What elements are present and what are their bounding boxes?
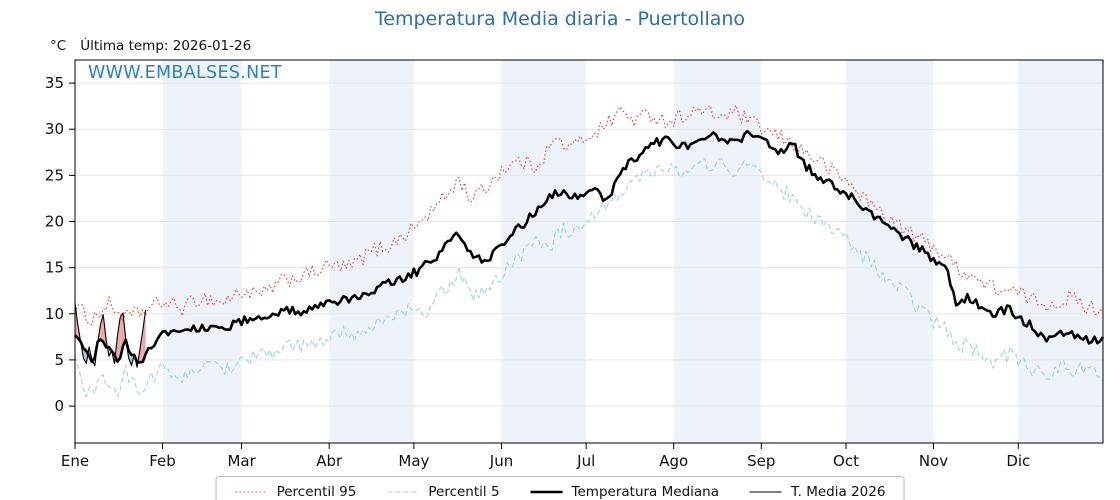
series-t-media-2026 (74, 302, 147, 368)
x-tick-label: Sep (747, 452, 775, 470)
watermark: WWW.EMBALSES.NET (88, 63, 282, 83)
legend-label: Percentil 5 (428, 484, 500, 500)
mediana-line-sample (530, 486, 564, 498)
t-media-2026-line-sample (749, 486, 783, 498)
y-unit-label: °C (50, 38, 67, 54)
x-tick-label: Ene (61, 452, 89, 470)
x-tick-label: Jul (576, 452, 595, 470)
legend-item-percentil-5: Percentil 5 (386, 484, 500, 500)
chart-title: Temperatura Media diaria - Puertollano (374, 8, 746, 30)
legend-item-mediana: Temperatura Mediana (530, 484, 719, 500)
y-tick-label: 25 (45, 166, 64, 184)
legend-label: Percentil 95 (276, 484, 357, 500)
x-tick-label: Nov (919, 452, 948, 470)
legend-label: Temperatura Mediana (571, 484, 719, 500)
series-temperatura-mediana (74, 129, 1105, 364)
y-tick-label: 5 (54, 351, 64, 369)
legend: Percentil 95 Percentil 5 Temperatura Med… (215, 476, 905, 500)
axis-unit-and-last-temp: °C Última temp: 2026-01-26 (50, 38, 251, 54)
anomaly-fill-above (100, 314, 104, 342)
anomaly-fill-above (142, 310, 146, 362)
y-tick-label: 10 (45, 305, 64, 323)
x-tick-label: Oct (833, 452, 859, 470)
last-temp-label: Última temp: 2026-01-26 (80, 38, 252, 54)
x-tick-label: Mar (227, 452, 256, 470)
y-tick-label: 15 (45, 259, 64, 277)
plot-border (74, 59, 1104, 444)
percentil-5-line-sample (386, 486, 420, 498)
legend-item-t-media-2026: T. Media 2026 (749, 484, 885, 500)
x-tick-label: Ago (659, 452, 688, 470)
x-tick-label: Jun (489, 452, 513, 470)
month-band (501, 60, 587, 443)
y-tick-label: 20 (45, 213, 64, 231)
y-tick-label: 30 (45, 120, 64, 138)
month-band (162, 60, 242, 443)
x-tick-label: May (398, 452, 429, 470)
series-percentil-5 (74, 157, 1104, 398)
y-tick-label: 0 (54, 397, 64, 415)
legend-label: T. Media 2026 (791, 484, 886, 500)
series-percentil-95 (74, 104, 1104, 326)
month-band (1018, 60, 1103, 443)
x-tick-label: Dic (1006, 452, 1030, 470)
x-tick-label: Abr (316, 452, 343, 470)
anomaly-fill-above (117, 317, 121, 362)
percentil-95-line-sample (235, 486, 269, 498)
x-tick-label: Feb (149, 452, 176, 470)
month-band (673, 60, 762, 443)
y-tick-label: 35 (45, 74, 64, 92)
legend-item-percentil-95: Percentil 95 (235, 484, 357, 500)
